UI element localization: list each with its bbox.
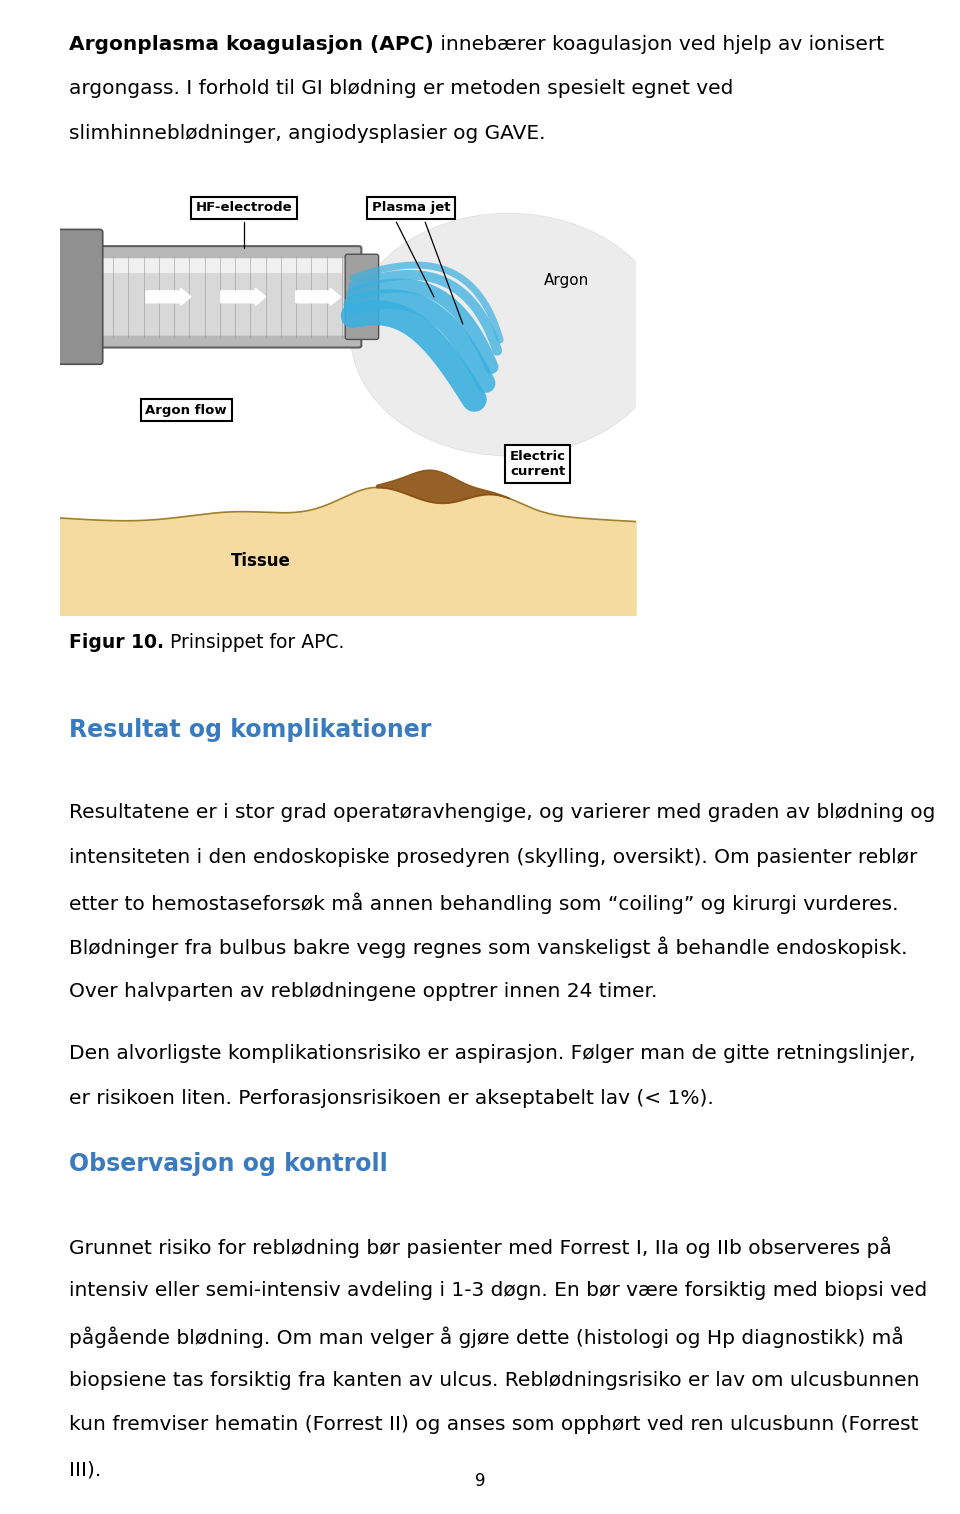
Text: etter to hemostaseforsøk må annen behandling som “coiling” og kirurgi vurderes.: etter to hemostaseforsøk må annen behand… xyxy=(69,892,899,914)
Text: 9: 9 xyxy=(475,1472,485,1490)
Text: intensiv eller semi-intensiv avdeling i 1-3 døgn. En bør være forsiktig med biop: intensiv eller semi-intensiv avdeling i … xyxy=(69,1281,927,1301)
FancyArrow shape xyxy=(221,288,266,306)
Text: argongass. I forhold til GI blødning er metoden spesielt egnet ved: argongass. I forhold til GI blødning er … xyxy=(69,79,733,98)
FancyBboxPatch shape xyxy=(57,230,103,365)
Text: Over halvparten av reblødningene opptrer innen 24 timer.: Over halvparten av reblødningene opptrer… xyxy=(69,981,658,1001)
Text: innebærer koagulasjon ved hjelp av ionisert: innebærer koagulasjon ved hjelp av ionis… xyxy=(434,35,884,55)
Text: Plasma jet: Plasma jet xyxy=(372,201,450,215)
Text: intensiteten i den endoskopiske prosedyren (skylling, oversikt). Om pasienter re: intensiteten i den endoskopiske prosedyr… xyxy=(69,848,918,866)
Text: biopsiene tas forsiktig fra kanten av ulcus. Reblødningsrisiko er lav om ulcusbu: biopsiene tas forsiktig fra kanten av ul… xyxy=(69,1370,920,1390)
Text: Den alvorligste komplikationsrisiko er aspirasjon. Følger man de gitte retningsl: Den alvorligste komplikationsrisiko er a… xyxy=(69,1045,916,1063)
Text: III).: III). xyxy=(69,1459,102,1479)
Ellipse shape xyxy=(350,213,667,456)
FancyBboxPatch shape xyxy=(70,257,348,336)
FancyBboxPatch shape xyxy=(346,254,378,339)
Text: Resultat og komplikationer: Resultat og komplikationer xyxy=(69,718,431,742)
FancyBboxPatch shape xyxy=(58,247,361,348)
Text: Blødninger fra bulbus bakre vegg regnes som vanskeligst å behandle endoskopisk.: Blødninger fra bulbus bakre vegg regnes … xyxy=(69,937,907,958)
Text: slimhinneblødninger, angiodysplasier og GAVE.: slimhinneblødninger, angiodysplasier og … xyxy=(69,124,545,144)
Text: Argon: Argon xyxy=(543,273,589,288)
FancyBboxPatch shape xyxy=(76,259,343,273)
Text: kun fremviser hematin (Forrest II) og anses som opphørt ved ren ulcusbunn (Forre: kun fremviser hematin (Forrest II) og an… xyxy=(69,1416,919,1434)
Text: Argonplasma koagulasjon (APC): Argonplasma koagulasjon (APC) xyxy=(69,35,434,55)
Text: Figur 10.: Figur 10. xyxy=(69,633,164,653)
FancyArrow shape xyxy=(296,288,341,306)
Text: pågående blødning. Om man velger å gjøre dette (histologi og Hp diagnostikk) må: pågående blødning. Om man velger å gjøre… xyxy=(69,1326,904,1347)
Text: Observasjon og kontroll: Observasjon og kontroll xyxy=(69,1152,388,1176)
Text: Grunnet risiko for reblødning bør pasienter med Forrest I, IIa og IIb observeres: Grunnet risiko for reblødning bør pasien… xyxy=(69,1237,892,1258)
FancyArrow shape xyxy=(146,288,191,306)
Text: Argon flow: Argon flow xyxy=(145,404,228,416)
Text: HF-electrode: HF-electrode xyxy=(196,201,292,215)
Text: er risikoen liten. Perforasjonsrisikoen er akseptabelt lav (< 1%).: er risikoen liten. Perforasjonsrisikoen … xyxy=(69,1089,714,1108)
Text: Electric
current: Electric current xyxy=(510,450,565,478)
Text: Resultatene er i stor grad operatøravhengige, og varierer med graden av blødning: Resultatene er i stor grad operatøravhen… xyxy=(69,802,935,822)
Text: Prinsippet for APC.: Prinsippet for APC. xyxy=(164,633,345,653)
Text: Tissue: Tissue xyxy=(231,553,291,571)
